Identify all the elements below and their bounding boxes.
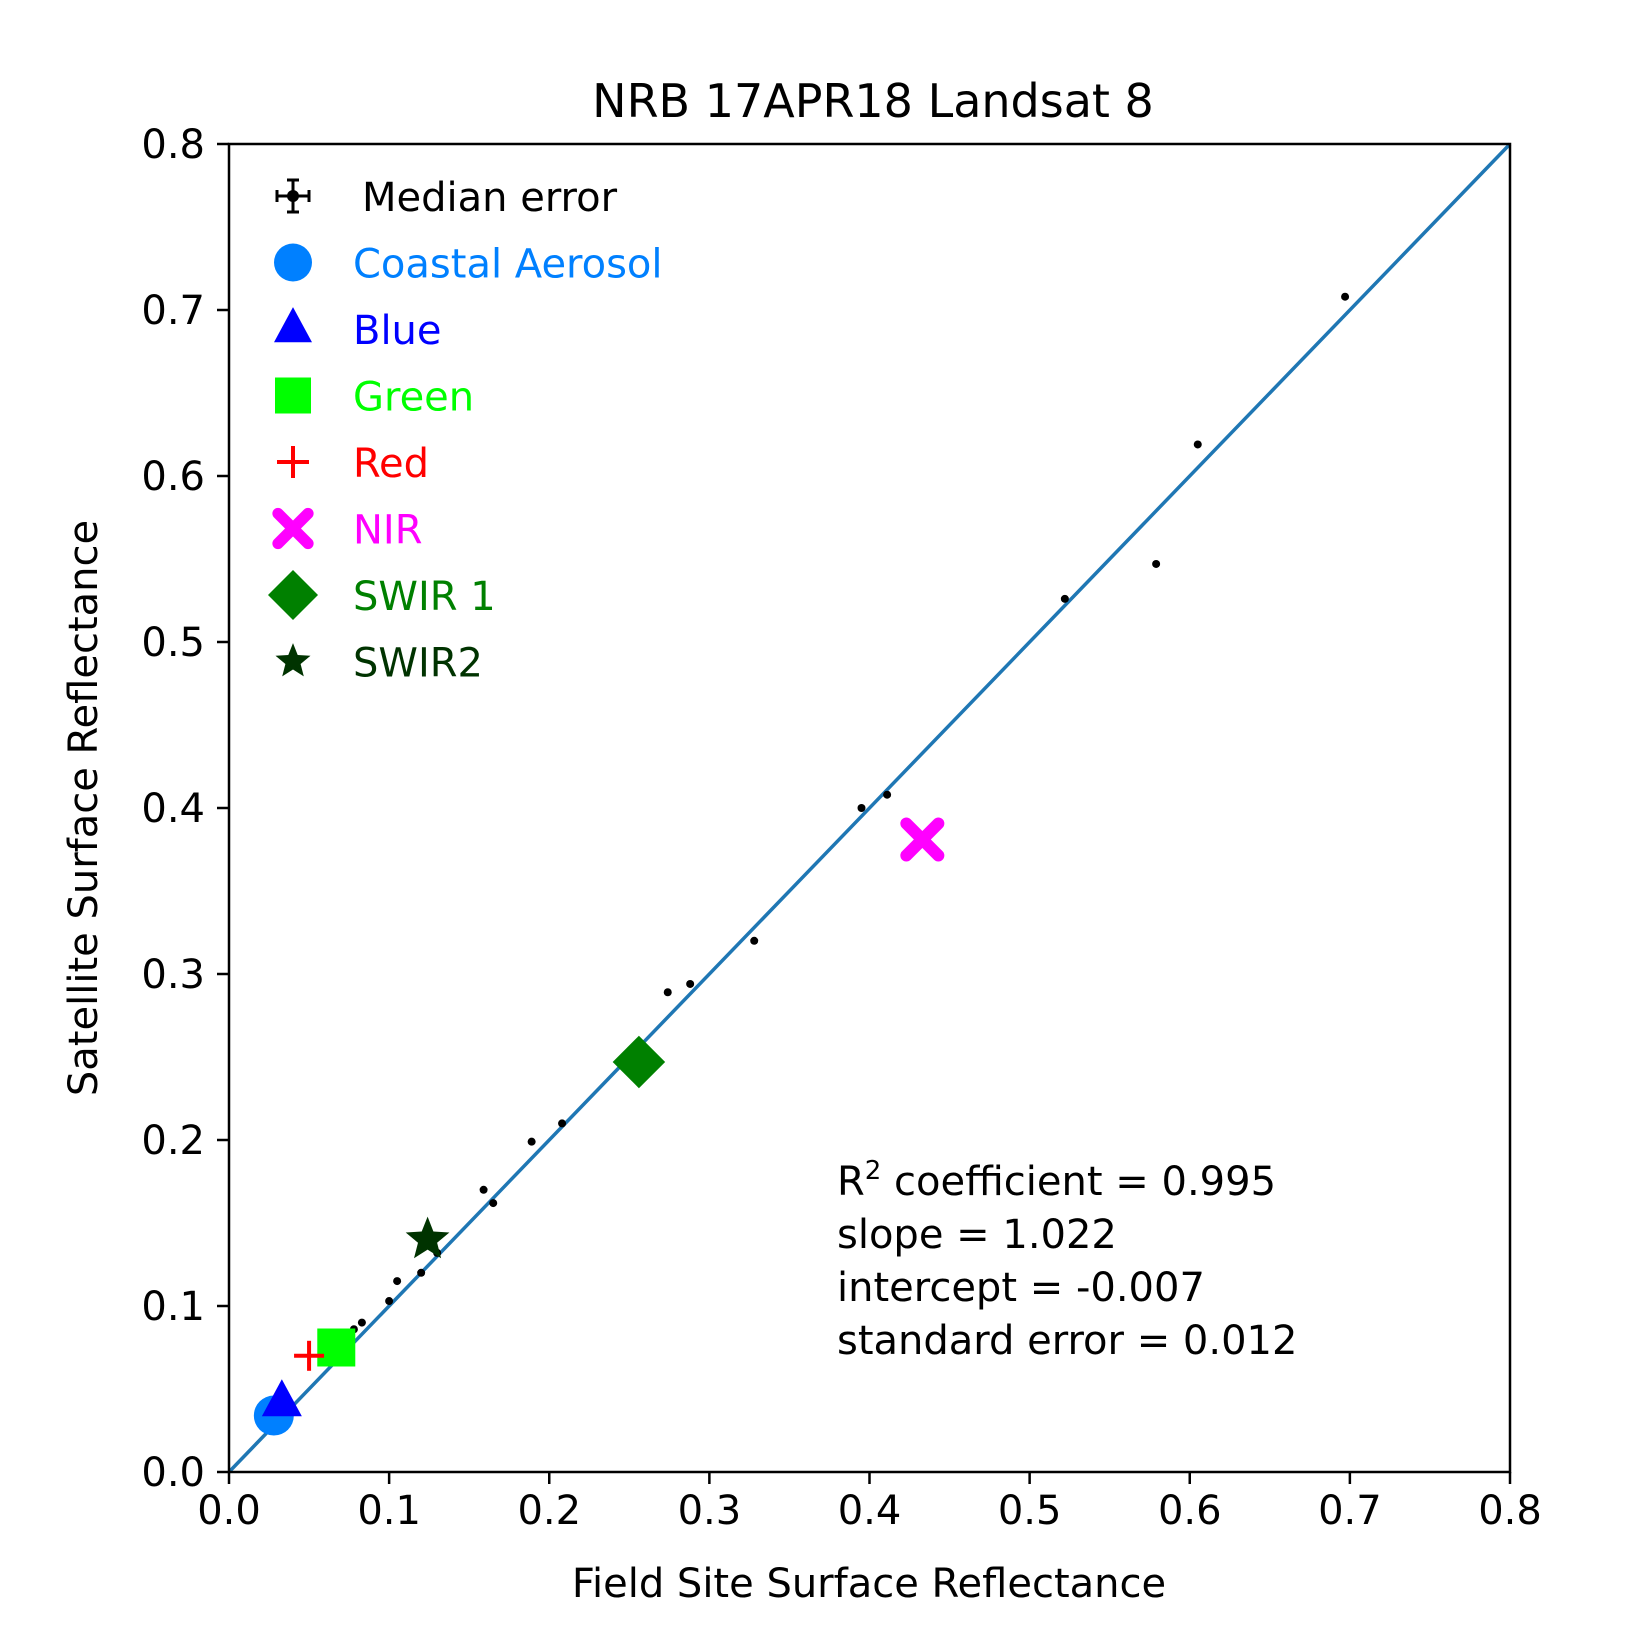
nir-point-b xyxy=(900,817,945,862)
x-tick-label: 0.8 xyxy=(1478,1488,1542,1534)
y-tick-label: 0.1 xyxy=(141,1284,205,1330)
legend-label-nir: NIR xyxy=(353,508,423,554)
legend-label-blue: Blue xyxy=(353,308,442,354)
median-error-point xyxy=(1341,292,1350,301)
median-error-point xyxy=(393,1277,402,1286)
median-error-point xyxy=(686,979,695,988)
median-error-point xyxy=(558,1119,567,1128)
y-tick-label: 0.3 xyxy=(141,952,205,998)
one-to-one-line xyxy=(227,142,1512,1474)
x-tick-label: 0.3 xyxy=(678,1488,742,1534)
median-error-point xyxy=(1060,594,1069,603)
swir-1-point xyxy=(612,1035,666,1089)
median-error-point xyxy=(857,804,866,812)
median-error-point xyxy=(663,988,672,997)
x-tick-label: 0.5 xyxy=(998,1488,1062,1534)
median-error-point xyxy=(357,1318,366,1327)
stats-annotation: R2 coefficient = 0.995 slope = 1.022 int… xyxy=(837,1156,1297,1364)
legend-marker-swir-1 xyxy=(268,570,318,620)
legend-label-coastal-aerosol: Coastal Aerosol xyxy=(353,242,663,288)
median-error-point xyxy=(1152,559,1161,568)
legend-marker-nir xyxy=(272,507,314,550)
y-tick-label: 0.2 xyxy=(141,1118,205,1164)
green-point xyxy=(317,1328,356,1367)
axis-ticks: 0.0 0.1 0.2 0.3 0.4 0.5 0.6 0.7 0.8 0.0 0.1 0.2 0.3 0… xyxy=(141,122,1541,1534)
r2-stat: R2 coefficient = 0.995 xyxy=(837,1156,1276,1205)
legend-marker-swir2 xyxy=(275,643,311,677)
blue-point xyxy=(261,1379,302,1417)
plot-area xyxy=(227,142,1512,1474)
y-tick-label: 0.0 xyxy=(141,1450,205,1496)
y-tick-label: 0.8 xyxy=(141,122,205,168)
red-point xyxy=(294,1340,325,1371)
y-tick-label: 0.5 xyxy=(141,620,205,666)
legend-label-swir2: SWIR2 xyxy=(353,641,483,687)
legend-marker-blue xyxy=(274,307,312,343)
x-tick-label: 0.0 xyxy=(197,1488,261,1534)
y-tick-label: 0.4 xyxy=(141,786,205,832)
x-tick-label: 0.6 xyxy=(1158,1488,1222,1534)
slope-stat: slope = 1.022 xyxy=(837,1212,1117,1258)
legend-label-red: Red xyxy=(353,441,429,487)
x-tick-label: 0.2 xyxy=(517,1488,581,1534)
legend-label-swir-1: SWIR 1 xyxy=(353,574,496,620)
median-error-point xyxy=(883,790,892,799)
y-axis-label: Satellite Surface Reflectance xyxy=(61,520,107,1096)
nir-point xyxy=(900,817,945,862)
median-error-point xyxy=(417,1268,426,1277)
legend-marker-coastal-aerosol xyxy=(274,243,312,282)
legend-label-green: Green xyxy=(353,375,474,421)
median-error-point xyxy=(1193,440,1202,449)
x-tick-label: 0.4 xyxy=(838,1488,902,1534)
y-tick-label: 0.6 xyxy=(141,454,205,500)
plot-frame xyxy=(227,142,1512,1474)
legend-marker-median-error xyxy=(275,178,311,214)
legend-marker-green xyxy=(275,377,311,414)
legend-label-median-error: Median error xyxy=(362,175,618,221)
x-tick-label: 0.7 xyxy=(1318,1488,1382,1534)
median-error-point xyxy=(527,1137,536,1146)
legend-marker-median-error-dot xyxy=(287,190,299,202)
legend-marker-nir-b xyxy=(272,507,314,550)
swir2-point xyxy=(405,1216,450,1259)
legend: Median error Coastal Aerosol Blue Green Red N… xyxy=(268,175,663,687)
y-tick-label: 0.7 xyxy=(141,288,205,334)
intercept-stat: intercept = -0.007 xyxy=(837,1265,1205,1311)
standard-error-stat: standard error = 0.012 xyxy=(837,1318,1297,1364)
median-error-point xyxy=(385,1297,394,1306)
x-axis-label: Field Site Surface Reflectance xyxy=(572,1561,1166,1607)
chart-title: NRB 17APR18 Landsat 8 xyxy=(592,74,1154,128)
median-error-point xyxy=(750,936,759,945)
median-error-point xyxy=(489,1199,498,1208)
median-error-point xyxy=(479,1185,488,1194)
x-tick-label: 0.1 xyxy=(357,1488,421,1534)
legend-marker-red xyxy=(277,446,309,478)
